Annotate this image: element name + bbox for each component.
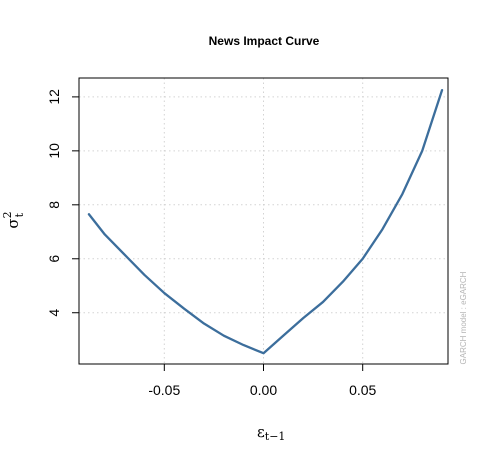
y-axis-label-subscript: t	[13, 212, 26, 217]
series-line-0	[87, 88, 444, 355]
x-axis-label-subscript: t−1	[265, 430, 286, 443]
x-tick-label-2: 0.05	[349, 382, 376, 398]
y-tick-label-2: 8	[46, 201, 62, 209]
y-axis-label-superscript: 2	[1, 211, 14, 218]
x-axis-label: εt−1	[257, 423, 285, 443]
text-layer: News Impact Curve εt−1 σ2t GARCH model :…	[1, 34, 468, 443]
x-axis-label-main: ε	[257, 423, 265, 441]
x-tick-label-1: 0.00	[250, 382, 277, 398]
y-tick-label-1: 6	[46, 255, 62, 263]
model-side-note: GARCH model : eGARCH	[459, 271, 468, 364]
side-note-group: GARCH model : eGARCH	[459, 271, 468, 364]
y-tick-label-4: 12	[46, 89, 62, 105]
axis-layer: -0.05 0.00 0.05 4 6 8 10 12	[46, 77, 449, 398]
y-axis-label-main: σ	[4, 218, 22, 228]
data-layer	[87, 88, 444, 355]
y-axis-label-group: σ2t	[1, 211, 26, 228]
y-tick-label-3: 10	[46, 143, 62, 159]
x-tick-label-0: -0.05	[148, 382, 180, 398]
chart-title: News Impact Curve	[209, 34, 320, 48]
y-tick-label-0: 4	[46, 309, 62, 317]
y-axis-label: σ2t	[1, 211, 26, 228]
grid-layer	[79, 78, 448, 364]
